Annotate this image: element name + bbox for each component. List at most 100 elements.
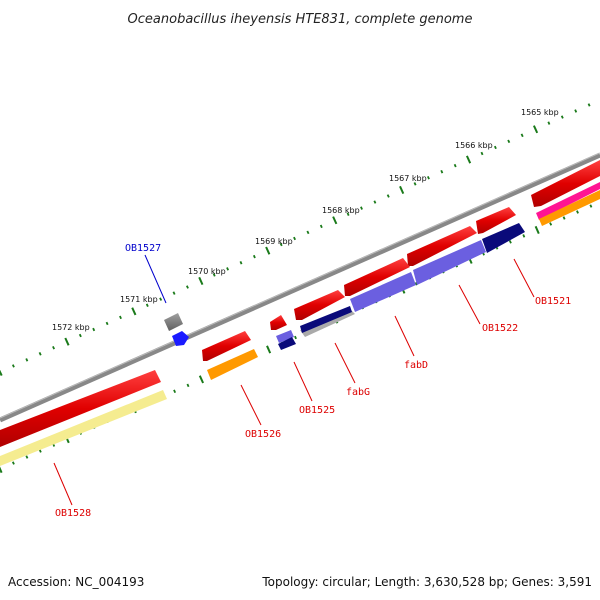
feature-ob1521-cds[interactable] xyxy=(531,160,600,207)
map-title: Oceanobacillus iheyensis HTE831, complet… xyxy=(128,12,473,27)
feature-blue-ob1525[interactable] xyxy=(276,330,294,343)
gene-label-ob1525[interactable]: OB1525 xyxy=(299,405,335,416)
minor-tick xyxy=(508,240,512,244)
minor-tick xyxy=(360,206,363,210)
tick-label-1572: 1572 kbp xyxy=(52,323,90,332)
minor-tick xyxy=(279,242,283,247)
feature-ob1527-blue[interactable] xyxy=(172,331,189,346)
minor-tick xyxy=(587,103,591,107)
major-tick xyxy=(266,345,272,354)
minor-tick xyxy=(52,346,56,350)
minor-tick xyxy=(346,212,350,216)
gene-label-fabd[interactable]: fabD xyxy=(404,360,428,371)
feature-ob1526-cds[interactable] xyxy=(202,331,251,361)
minor-tick xyxy=(493,145,497,150)
feature-pink[interactable] xyxy=(536,182,600,220)
minor-tick xyxy=(145,303,149,307)
gene-label-ob1527[interactable]: OB1527 xyxy=(125,243,161,254)
tick-label-1571: 1571 kbp xyxy=(120,295,158,304)
minor-tick xyxy=(319,224,323,229)
minor-tick xyxy=(38,449,42,453)
major-tick xyxy=(198,375,205,384)
major-tick xyxy=(265,246,271,255)
minor-tick xyxy=(293,236,297,241)
minor-tick xyxy=(480,151,484,156)
major-tick xyxy=(465,155,472,164)
feature-yellow-ob1528[interactable] xyxy=(0,390,167,466)
minor-tick xyxy=(239,261,243,265)
tick-label-1568: 1568 kbp xyxy=(322,206,360,215)
minor-tick xyxy=(78,333,82,338)
minor-tick xyxy=(414,282,418,286)
minor-tick xyxy=(252,254,256,259)
other-features xyxy=(0,182,600,466)
feature-ob1528-cds[interactable] xyxy=(0,370,161,447)
feature-ob1522-cds[interactable] xyxy=(476,207,516,234)
feature-blue-fabd[interactable] xyxy=(413,240,486,285)
feature-fabg-cds[interactable] xyxy=(344,258,410,296)
minor-tick xyxy=(440,169,444,174)
minor-tick xyxy=(185,285,189,289)
major-tick xyxy=(198,276,204,286)
feature-navy-fabg[interactable] xyxy=(300,306,352,333)
minor-tick xyxy=(186,383,190,388)
gene-label-fabg[interactable]: fabG xyxy=(346,387,370,398)
major-tick xyxy=(534,225,540,235)
gene-callouts xyxy=(53,254,535,506)
forward-strand-features xyxy=(0,160,600,447)
gene-label-ob1528[interactable]: OB1528 xyxy=(55,508,91,519)
tick-label-1570: 1570 kbp xyxy=(188,267,226,276)
minor-tick xyxy=(11,364,15,368)
feature-small-cds[interactable] xyxy=(270,315,287,330)
tick-label-1567: 1567 kbp xyxy=(389,174,427,183)
genome-summary-text: Topology: circular; Length: 3,630,528 bp… xyxy=(261,575,592,589)
major-tick xyxy=(532,125,539,134)
minor-tick xyxy=(547,121,551,125)
tick-labels: 1565 kbp 1566 kbp 1567 kbp 1568 kbp 1569… xyxy=(52,108,559,332)
minor-tick xyxy=(92,327,96,332)
minor-tick xyxy=(105,321,109,326)
feature-fabd-cds[interactable] xyxy=(407,226,477,266)
gene-label-ob1521[interactable]: OB1521 xyxy=(535,296,571,307)
minor-tick xyxy=(25,358,29,362)
feature-navy-ob1525[interactable] xyxy=(278,337,296,350)
minor-tick xyxy=(426,176,430,180)
minor-tick xyxy=(522,234,526,238)
minor-tick xyxy=(11,461,15,465)
minor-tick xyxy=(373,200,377,204)
feature-ob1527-grey[interactable] xyxy=(164,313,183,331)
minor-tick xyxy=(294,335,297,340)
feature-ob1525-cds[interactable] xyxy=(294,290,345,320)
minor-tick xyxy=(549,222,553,226)
feature-orange-1[interactable] xyxy=(539,190,600,226)
inner-tick-ring xyxy=(0,204,593,474)
minor-tick xyxy=(306,230,310,235)
feature-blue-fabg[interactable] xyxy=(350,272,416,312)
minor-tick xyxy=(38,352,42,356)
minor-tick xyxy=(413,182,417,186)
feature-orange-ob1526[interactable] xyxy=(207,349,258,380)
minor-tick xyxy=(507,139,511,144)
minor-tick xyxy=(576,210,579,214)
major-tick xyxy=(0,466,3,474)
minor-tick xyxy=(574,109,578,113)
minor-tick xyxy=(386,194,390,198)
tick-label-1565: 1565 kbp xyxy=(521,108,559,117)
major-tick xyxy=(332,216,338,225)
major-tick xyxy=(64,337,70,346)
minor-tick xyxy=(562,216,566,220)
minor-tick xyxy=(520,133,524,138)
tick-label-1566: 1566 kbp xyxy=(455,141,493,150)
gene-label-ob1526[interactable]: OB1526 xyxy=(245,429,281,440)
minor-tick xyxy=(589,204,593,208)
major-tick xyxy=(0,369,3,377)
feature-navy-ob1522[interactable] xyxy=(482,223,525,253)
minor-tick xyxy=(159,297,163,301)
minor-tick xyxy=(226,267,230,271)
gene-label-ob1522[interactable]: OB1522 xyxy=(482,323,518,334)
accession-text: Accession: NC_004193 xyxy=(8,575,144,589)
minor-tick xyxy=(172,291,176,295)
genome-backbone xyxy=(0,152,600,423)
minor-tick xyxy=(212,273,216,277)
